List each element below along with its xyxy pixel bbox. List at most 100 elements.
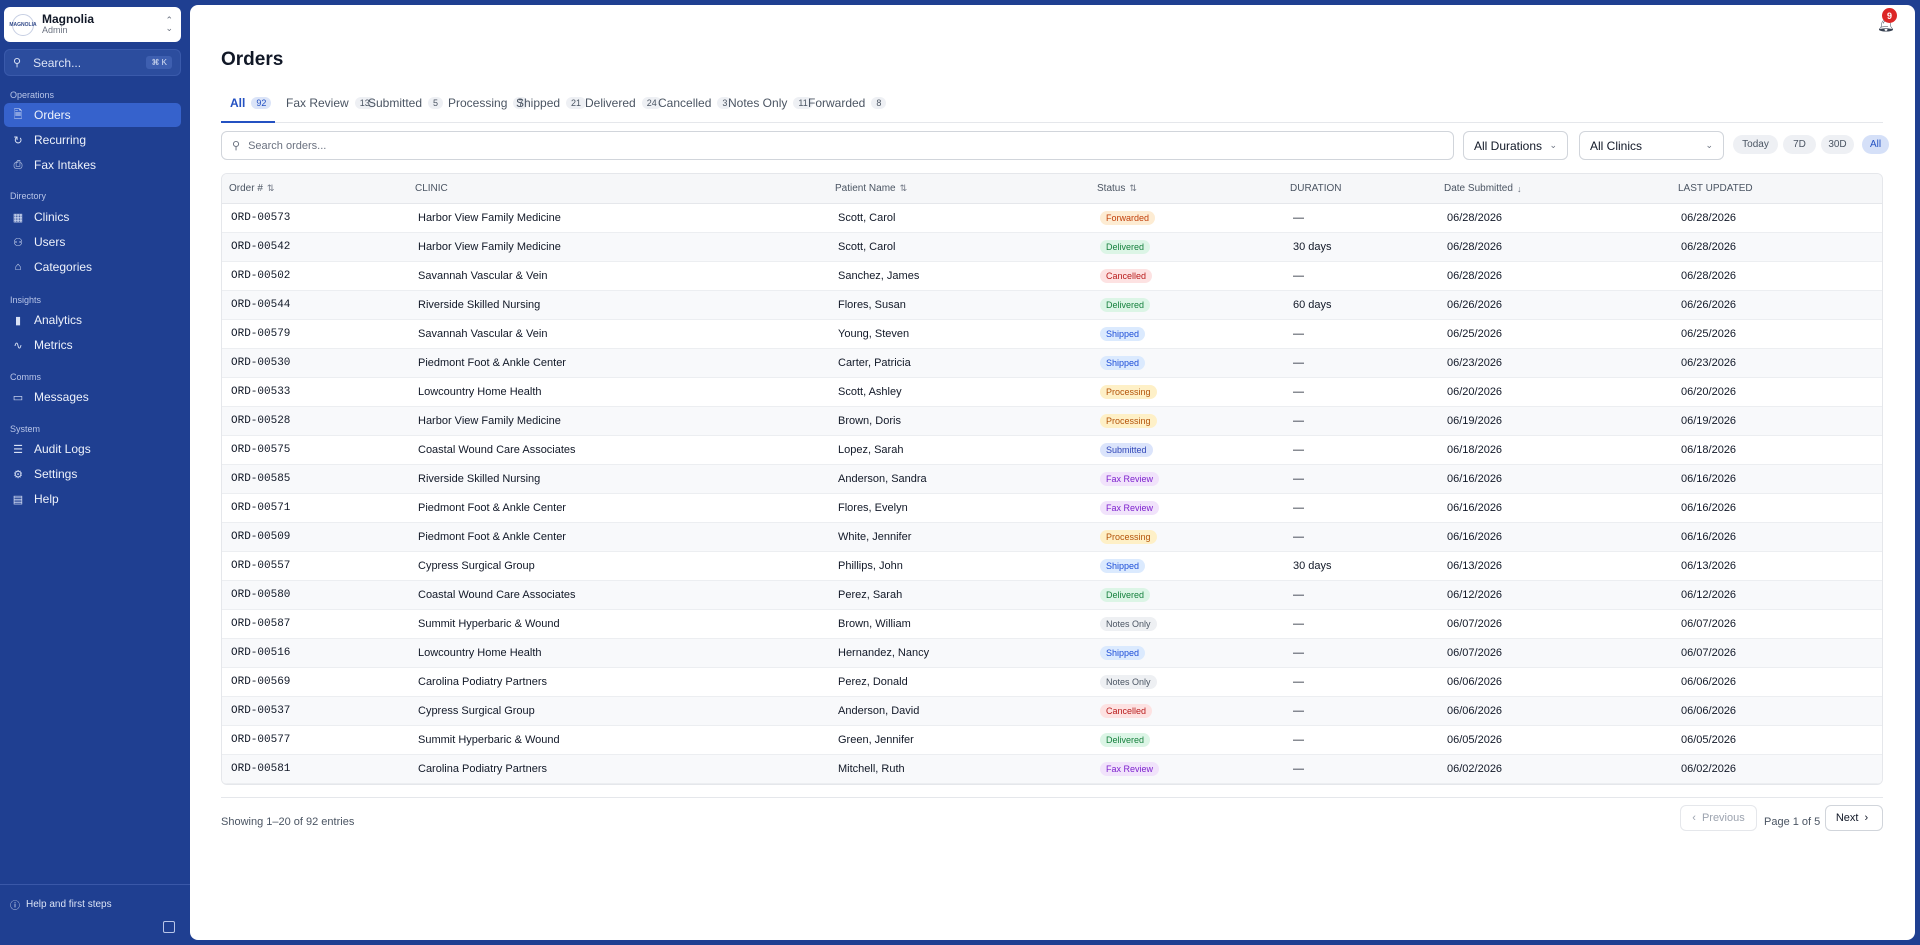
tab-all[interactable]: All 92 xyxy=(221,95,276,123)
column-header-order[interactable]: Order # ⇅ xyxy=(229,183,274,194)
sidebar-item-label: Analytics xyxy=(34,313,83,327)
cell-order: ORD-00502 xyxy=(231,270,291,282)
refresh-icon: ↻ xyxy=(13,134,23,147)
range-pill-30d[interactable]: 30D xyxy=(1821,135,1854,154)
sidebar-item-fax-intakes[interactable]: ⎙ Fax Intakes xyxy=(4,153,181,177)
table-row[interactable]: ORD-00533 Lowcountry Home Health Scott, As… xyxy=(222,378,1882,407)
status-badge: Shipped xyxy=(1100,327,1146,341)
clinic-select[interactable]: All Clinics ⌄ xyxy=(1579,131,1724,160)
column-header-date-submitted[interactable]: Date Submitted ↓ xyxy=(1444,183,1521,194)
sidebar-item-help[interactable]: ▤ Help xyxy=(4,487,181,511)
help-first-steps-link[interactable]: ⓘ Help and first steps xyxy=(10,897,112,912)
sort-descending-icon: ↓ xyxy=(1516,183,1522,194)
cell-duration: — xyxy=(1293,270,1304,282)
table-row[interactable]: ORD-00573 Harbor View Family Medicine Scot… xyxy=(222,204,1882,233)
sidebar-item-users[interactable]: ⚇ Users xyxy=(4,230,181,254)
cell-order: ORD-00579 xyxy=(231,328,291,340)
sidebar-item-label: Categories xyxy=(34,260,93,274)
cell-order: ORD-00573 xyxy=(231,212,291,224)
cell-order: ORD-00528 xyxy=(231,415,291,427)
column-header-patient-name[interactable]: Patient Name ⇅ xyxy=(835,183,907,194)
cell-duration: — xyxy=(1293,618,1304,630)
table-row[interactable]: ORD-00557 Cypress Surgical Group Phillips,… xyxy=(222,552,1882,581)
sidebar-item-recurring[interactable]: ↻ Recurring xyxy=(4,128,181,152)
table-row[interactable]: ORD-00528 Harbor View Family Medicine Brow… xyxy=(222,407,1882,436)
cell-submitted: 06/19/2026 xyxy=(1447,415,1503,427)
sidebar-item-clinics[interactable]: ▦ Clinics xyxy=(4,205,181,229)
cell-updated: 06/28/2026 xyxy=(1681,241,1737,253)
range-pill-all[interactable]: All xyxy=(1862,135,1889,154)
sidebar: MAGNOLIA Magnolia Admin ⌃ ⌄ ⚲ Search... ⌘… xyxy=(0,0,190,945)
search-orders-input[interactable] xyxy=(248,139,1443,152)
tab-fax-review[interactable]: Fax Review 13 xyxy=(286,95,375,123)
tab-shipped[interactable]: Shipped 21 xyxy=(516,95,587,123)
sidebar-item-label: Audit Logs xyxy=(34,442,91,456)
range-pill-7d[interactable]: 7D xyxy=(1783,135,1816,154)
sidebar-search[interactable]: ⚲ Search... ⌘ K xyxy=(4,49,181,76)
cell-duration: 30 days xyxy=(1293,241,1332,253)
table-row[interactable]: ORD-00569 Carolina Podiatry Partners Perez… xyxy=(222,668,1882,697)
cell-clinic: Harbor View Family Medicine xyxy=(418,212,561,224)
status-badge: Shipped xyxy=(1100,356,1146,370)
sidebar-item-settings[interactable]: ⚙ Settings xyxy=(4,462,181,486)
sidebar-item-messages[interactable]: ▭ Messages xyxy=(4,385,181,409)
file-list-icon: ☰ xyxy=(13,443,23,456)
table-row[interactable]: ORD-00587 Summit Hyperbaric & Wound Brown,… xyxy=(222,610,1882,639)
tab-forwarded[interactable]: Forwarded 8 xyxy=(808,95,887,123)
table-row[interactable]: ORD-00580 Coastal Wound Care Associates Pe… xyxy=(222,581,1882,610)
cell-duration: — xyxy=(1293,676,1304,688)
table-row[interactable]: ORD-00571 Piedmont Foot & Ankle Center Flo… xyxy=(222,494,1882,523)
table-row[interactable]: ORD-00516 Lowcountry Home Health Hernandez… xyxy=(222,639,1882,668)
search-icon: ⚲ xyxy=(13,57,22,69)
table-row[interactable]: ORD-00509 Piedmont Foot & Ankle Center Whi… xyxy=(222,523,1882,552)
status-badge: Processing xyxy=(1100,530,1157,544)
cell-duration: — xyxy=(1293,415,1304,427)
table-row[interactable]: ORD-00579 Savannah Vascular & Vein Young, … xyxy=(222,320,1882,349)
duration-select-value: All Durations xyxy=(1474,138,1543,153)
table-row[interactable]: ORD-00577 Summit Hyperbaric & Wound Green,… xyxy=(222,726,1882,755)
cell-patient: Brown, William xyxy=(838,618,911,630)
sidebar-item-orders[interactable]: 🗎 Orders xyxy=(4,103,181,127)
table-row[interactable]: ORD-00575 Coastal Wound Care Associates Lo… xyxy=(222,436,1882,465)
column-header-status[interactable]: Status ⇅ xyxy=(1097,183,1137,194)
notification-badge: 9 xyxy=(1882,8,1897,23)
table-row[interactable]: ORD-00542 Harbor View Family Medicine Scot… xyxy=(222,233,1882,262)
sidebar-item-audit-logs[interactable]: ☰ Audit Logs xyxy=(4,437,181,461)
cell-order: ORD-00537 xyxy=(231,705,291,717)
tab-delivered[interactable]: Delivered 24 xyxy=(585,95,662,123)
previous-page-button[interactable]: ‹ Previous xyxy=(1680,805,1757,831)
tab-cancelled[interactable]: Cancelled 3 xyxy=(658,95,733,123)
column-header-label: Order # xyxy=(229,183,263,194)
tab-count-badge: 21 xyxy=(566,97,587,109)
status-badge: Processing xyxy=(1100,414,1157,428)
tab-processing[interactable]: Processing 7 xyxy=(448,95,529,123)
cell-submitted: 06/13/2026 xyxy=(1447,560,1503,572)
sidebar-collapse-icon[interactable] xyxy=(163,921,175,933)
table-row[interactable]: ORD-00537 Cypress Surgical Group Anderson,… xyxy=(222,697,1882,726)
table-row[interactable]: ORD-00530 Piedmont Foot & Ankle Center Car… xyxy=(222,349,1882,378)
cell-clinic: Cypress Surgical Group xyxy=(418,705,535,717)
table-row[interactable]: ORD-00585 Riverside Skilled Nursing Anders… xyxy=(222,465,1882,494)
org-switcher[interactable]: MAGNOLIA Magnolia Admin ⌃ ⌄ xyxy=(4,7,181,42)
tab-submitted[interactable]: Submitted 5 xyxy=(368,95,444,123)
sidebar-item-categories[interactable]: ⌂ Categories xyxy=(4,255,181,279)
cell-order: ORD-00542 xyxy=(231,241,291,253)
search-orders-field[interactable]: ⚲ xyxy=(221,131,1454,160)
tab-notes-only[interactable]: Notes Only 11 xyxy=(728,95,813,123)
sidebar-item-analytics[interactable]: ▮ Analytics xyxy=(4,308,181,332)
cell-submitted: 06/02/2026 xyxy=(1447,763,1503,775)
range-pill-today[interactable]: Today xyxy=(1733,135,1778,154)
cell-clinic: Carolina Podiatry Partners xyxy=(418,763,548,775)
sort-icon: ⇅ xyxy=(266,183,275,193)
table-row[interactable]: ORD-00502 Savannah Vascular & Vein Sanchez… xyxy=(222,262,1882,291)
sidebar-item-metrics[interactable]: ∿ Metrics xyxy=(4,333,181,357)
table-row[interactable]: ORD-00544 Riverside Skilled Nursing Flores… xyxy=(222,291,1882,320)
duration-select[interactable]: All Durations ⌄ xyxy=(1463,131,1568,160)
clinic-select-value: All Clinics xyxy=(1590,138,1643,153)
cell-clinic: Savannah Vascular & Vein xyxy=(418,270,548,282)
cell-duration: — xyxy=(1293,589,1304,601)
cell-patient: Flores, Susan xyxy=(838,299,906,311)
tab-label: Processing xyxy=(448,96,508,110)
next-page-button[interactable]: Next › xyxy=(1825,805,1883,831)
table-row[interactable]: ORD-00581 Carolina Podiatry Partners Mitch… xyxy=(222,755,1882,784)
